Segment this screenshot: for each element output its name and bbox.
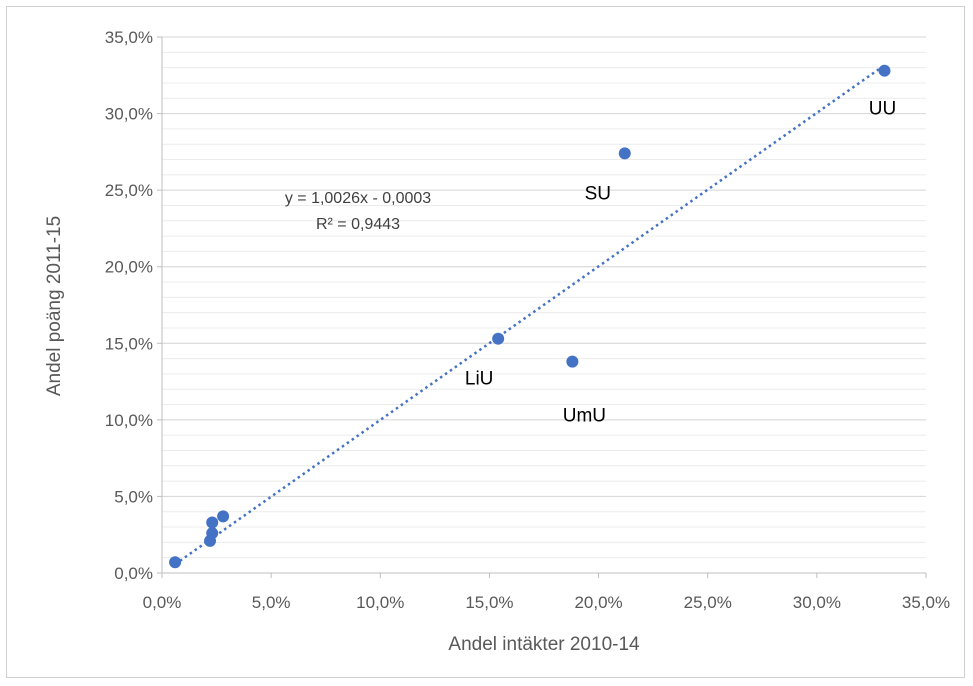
y-tick-label: 5,0% [114, 487, 153, 506]
trendline-r-squared: R² = 0,9443 [316, 216, 400, 233]
x-tick-label: 0,0% [143, 593, 182, 612]
x-axis-title: Andel intäkter 2010-14 [448, 634, 640, 655]
x-tick-label: 30,0% [793, 593, 841, 612]
point-label: UU [869, 99, 896, 120]
data-point [492, 332, 505, 345]
data-point [206, 516, 219, 529]
y-axis-title: Andel poäng 2011-15 [44, 216, 65, 396]
gridlines [162, 36, 926, 559]
point-label: SU [585, 183, 611, 204]
point-labels: LiU UmU SU UU [465, 99, 896, 427]
x-tick-label: 5,0% [252, 593, 291, 612]
data-point [878, 64, 891, 77]
x-tick-label: 20,0% [574, 593, 622, 612]
data-point [618, 147, 631, 160]
point-label: LiU [465, 369, 494, 390]
x-tick-label: 10,0% [356, 593, 404, 612]
axes: 0,0% 5,0% 10,0% 15,0% 20,0% 25,0% 30,0% 35,0% 0,… [105, 28, 950, 612]
y-tick-label: 20,0% [105, 258, 153, 277]
point-label: UmU [563, 406, 606, 427]
trendline [174, 64, 886, 566]
x-tick-label: 25,0% [684, 593, 732, 612]
data-point [206, 527, 219, 540]
trendline-path [174, 64, 886, 566]
y-tick-label: 10,0% [105, 411, 153, 430]
y-tick-label: 0,0% [114, 564, 153, 583]
data-points [169, 64, 891, 569]
data-point [169, 556, 182, 569]
data-point [566, 355, 579, 368]
x-tick-label: 35,0% [902, 593, 950, 612]
y-tick-label: 35,0% [105, 28, 153, 47]
trendline-equation: y = 1,0026x - 0,0003 [285, 190, 431, 207]
x-tick-label: 15,0% [465, 593, 513, 612]
data-point [217, 510, 230, 523]
y-tick-label: 15,0% [105, 334, 153, 353]
y-tick-label: 30,0% [105, 105, 153, 124]
chart-frame [6, 6, 965, 678]
y-tick-label: 25,0% [105, 181, 153, 200]
